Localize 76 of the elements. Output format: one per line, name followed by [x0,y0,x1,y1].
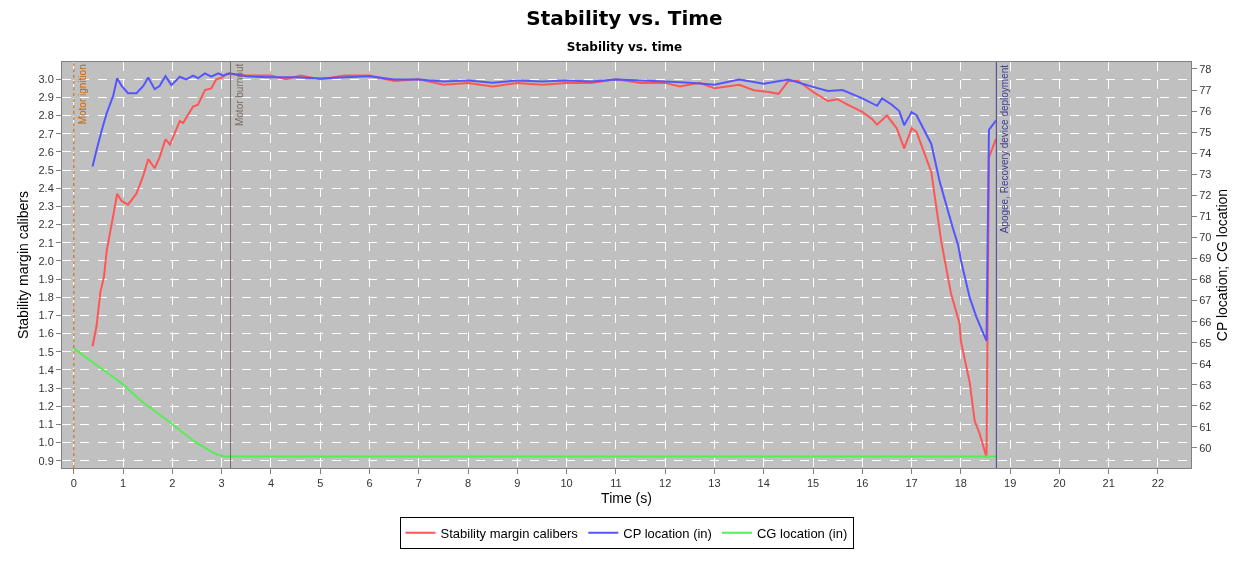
x-tick-label: 17 [905,477,918,490]
y2-tick-label: 76 [1199,104,1212,117]
y-tick-label: 2.5 [38,163,54,176]
y-tick-label: 2.9 [38,91,54,104]
x-tick-label: 4 [267,477,275,490]
ref-line-label: Motor ignition [77,64,89,125]
x-tick-label: 0 [70,477,77,490]
x-tick-label: 3 [218,477,225,490]
y-tick-label: 2.3 [38,200,54,213]
y2-tick-label: 71 [1199,210,1212,223]
y2-tick-label: 70 [1199,231,1212,244]
x-tick-label: 11 [610,477,622,490]
x-tick-label: 7 [415,477,422,490]
y2-tick-label: 68 [1199,273,1212,286]
y-tick-label: 1.8 [38,291,54,304]
line-series [72,347,998,458]
ref-line-label: Motor burnout [234,63,246,127]
y-tick-label: 2.4 [38,182,54,195]
y2-tick-label: 73 [1199,168,1212,181]
x-tick-label: 19 [1004,477,1017,490]
y-tick-label: 1.1 [38,418,54,431]
y2-tick-label: 75 [1199,125,1212,138]
y-tick-label: 0.9 [38,454,54,467]
y2-tick-label: 64 [1199,357,1212,370]
x-tick-label: 14 [757,477,770,490]
x-tick-label: 16 [856,477,869,490]
y2-tick-label: 65 [1199,336,1212,349]
x-tick-label: 15 [806,477,820,490]
y2-tick-label: 62 [1199,399,1212,412]
legend-label: Stability margin calibers [440,525,579,541]
y-tick-label: 2.1 [38,236,54,249]
y-tick-label: 2.0 [38,254,54,267]
y-tick-label: 1.2 [38,400,54,413]
chart-subtitle: Stability vs. time [566,40,683,55]
y2-tick-label: 61 [1199,420,1212,433]
y-tick-label: 1.9 [38,272,54,285]
x-tick-label: 9 [514,477,521,490]
y-tick-label: 2.6 [38,145,54,158]
y2-tick-label: 78 [1199,62,1212,75]
x-tick-label: 10 [560,477,573,490]
y-tick-label: 2.7 [38,127,54,140]
legend-label: CP location (in) [623,525,712,541]
x-axis-title: Time (s) [601,489,652,506]
x-tick-label: 13 [708,477,721,490]
y2-tick-label: 74 [1199,147,1212,160]
y-axis-title: Stability margin calibers [15,191,32,339]
x-tick-label: 12 [659,477,672,490]
x-tick-label: 6 [366,477,373,490]
x-tick-label: 20 [1053,477,1066,490]
y2-axis-title: CP location; CG location [1213,188,1230,342]
y-tick-label: 1.7 [38,309,54,322]
ref-line-label: Apogee, Recovery device deployment [999,64,1011,234]
x-tick-label: 2 [169,477,176,490]
y-tick-label: 1.0 [38,436,54,449]
y-tick-label: 1.6 [38,327,54,340]
y2-tick-label: 72 [1199,189,1212,202]
y2-tick-label: 69 [1199,252,1212,265]
y-tick-label: 1.5 [38,345,54,358]
x-tick-label: 1 [120,477,127,490]
x-tick-label: 8 [465,477,472,490]
y2-tick-label: 60 [1199,441,1212,454]
y-tick-label: 3.0 [38,73,54,86]
chart-title: Stability vs. Time [526,6,723,31]
x-tick-label: 21 [1102,477,1115,490]
y-tick-label: 2.2 [38,218,54,231]
y2-tick-label: 66 [1199,315,1212,328]
x-tick-label: 5 [317,477,324,490]
y2-tick-label: 67 [1199,294,1212,307]
legend-label: CG location (in) [756,525,848,541]
x-tick-label: 22 [1151,477,1165,490]
y-tick-label: 2.8 [38,109,54,122]
x-tick-label: 18 [954,477,967,490]
y2-tick-label: 63 [1199,378,1212,391]
y2-tick-label: 77 [1199,83,1212,96]
y-tick-label: 1.3 [38,381,54,394]
y-tick-label: 1.4 [38,363,54,376]
